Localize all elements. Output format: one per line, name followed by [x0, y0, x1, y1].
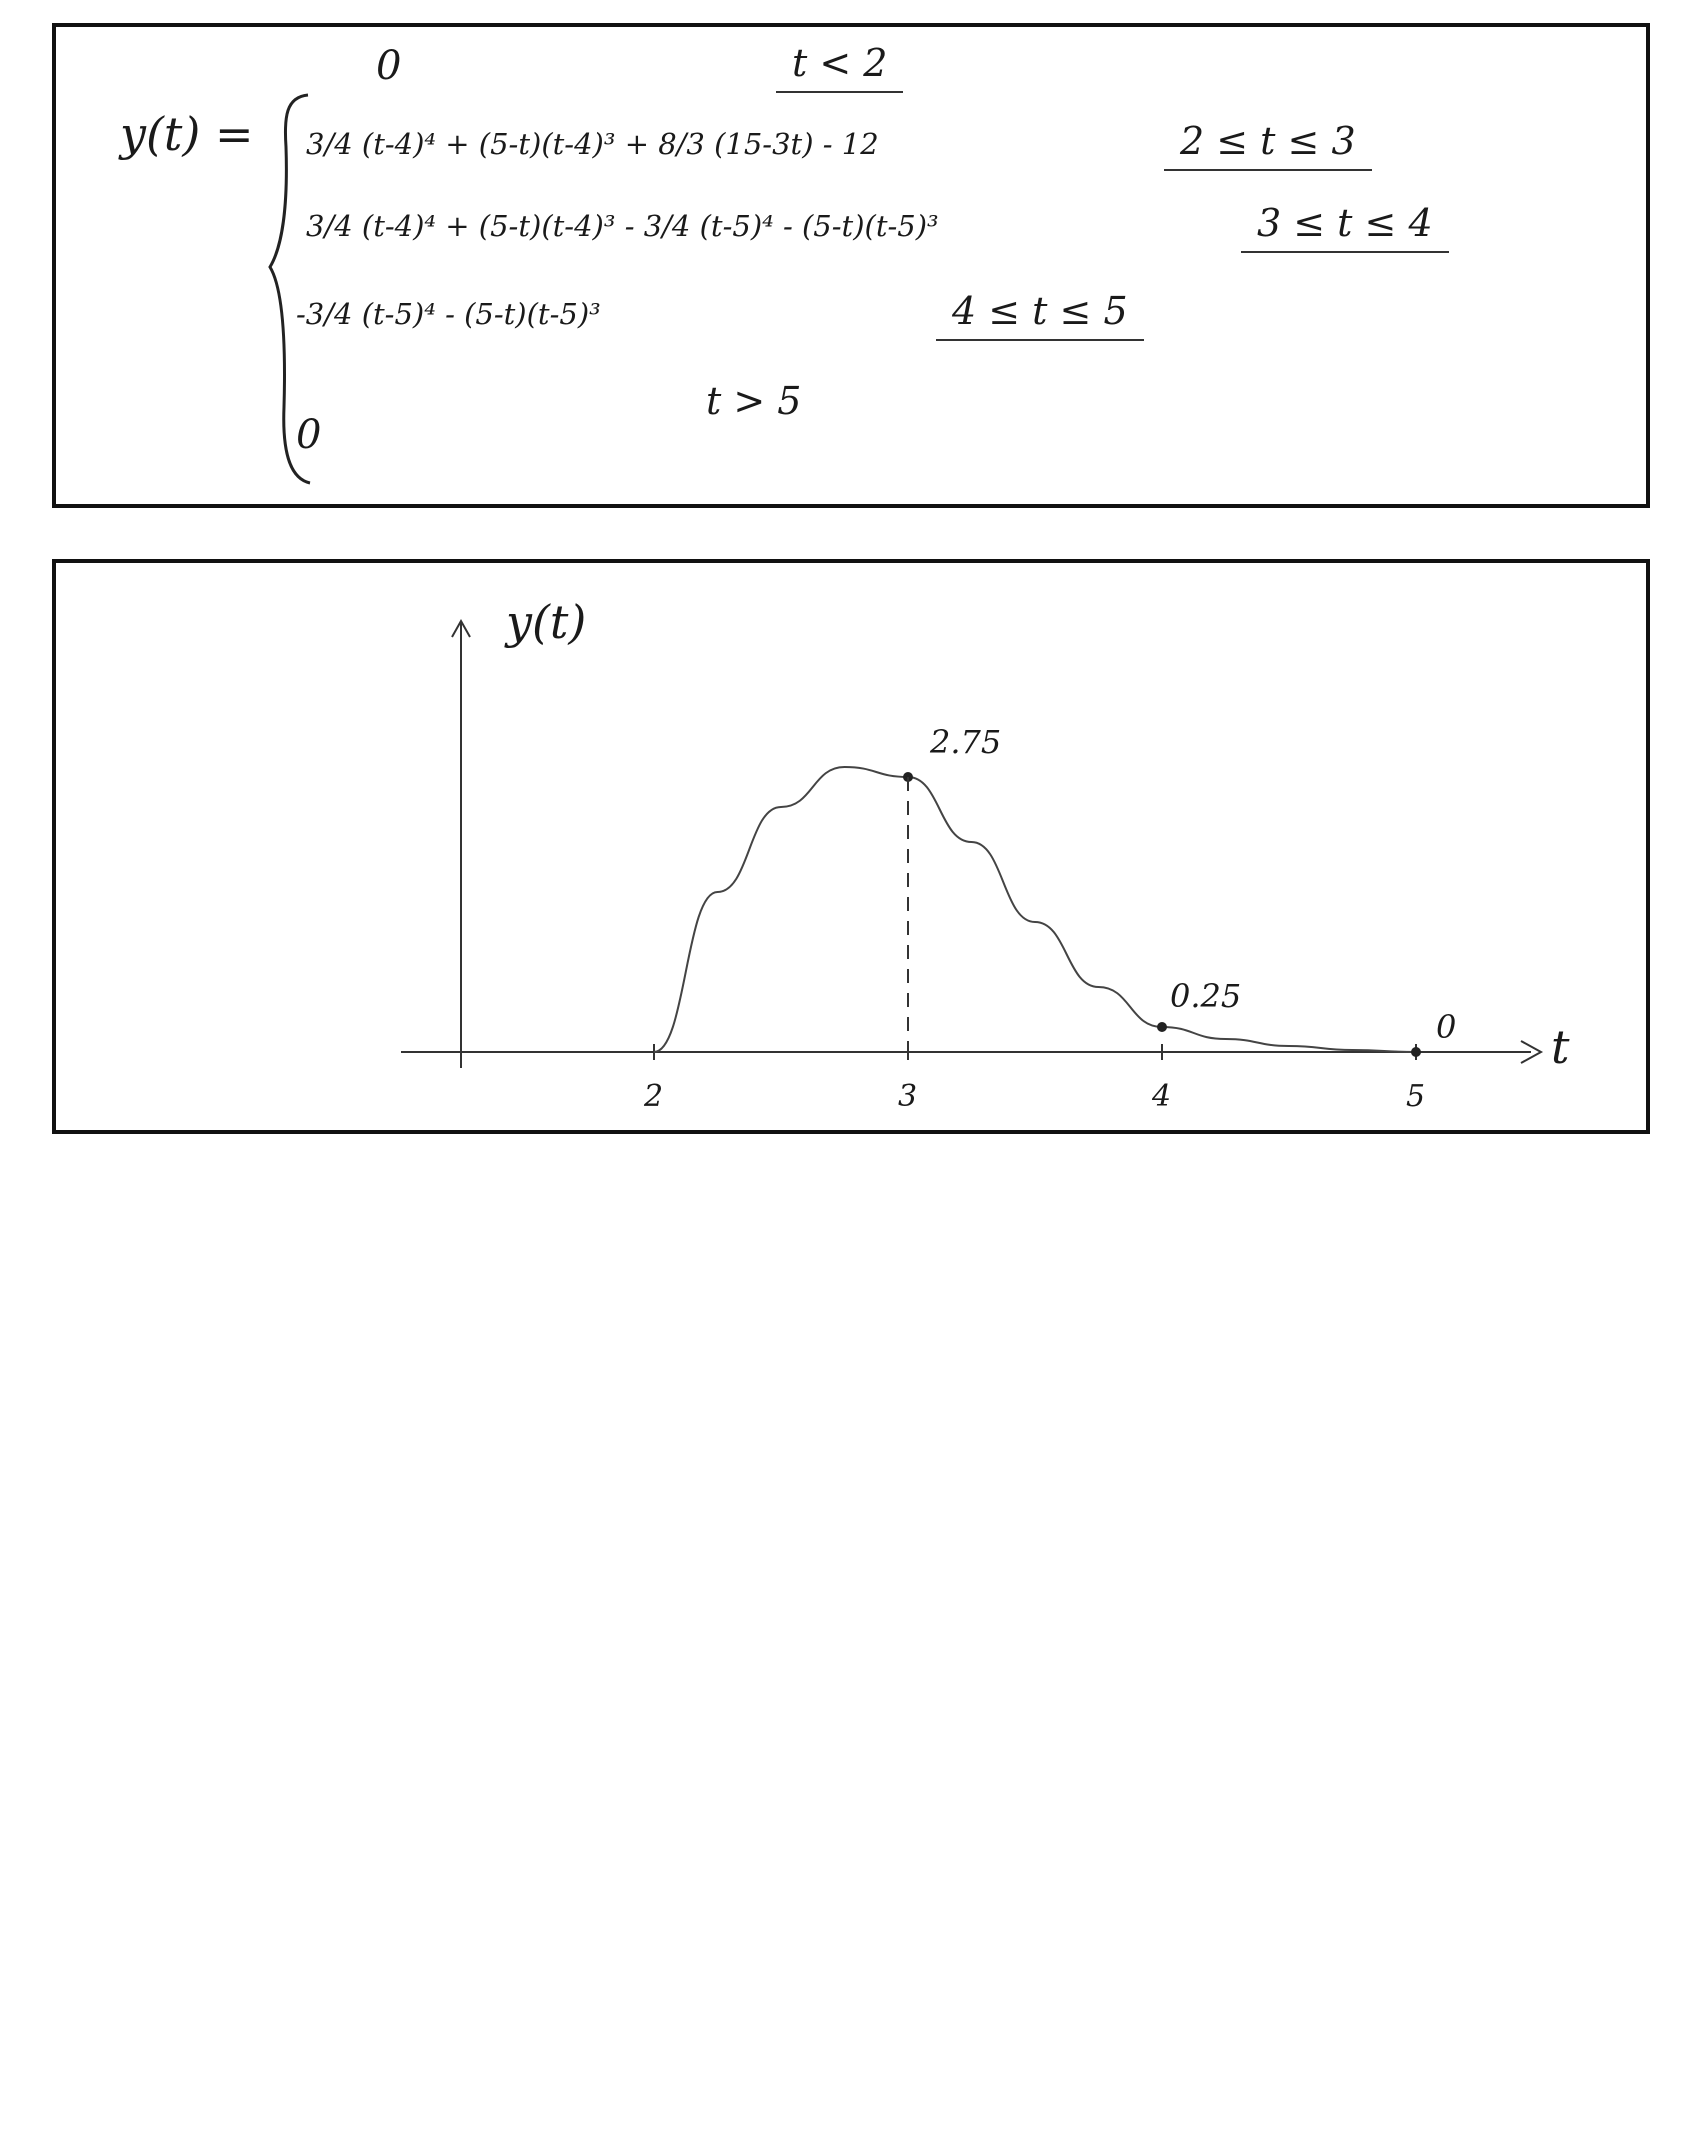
x-axis-label: t — [1551, 1020, 1570, 1074]
row-4-cond: t > 5 — [706, 379, 802, 423]
row-2-expr: 3/4 (t-4)⁴ + (5-t)(t-4)³ - 3/4 (t-5)⁴ - … — [306, 209, 939, 243]
x-tick-label-4: 4 — [1151, 1079, 1171, 1114]
annotation-label-1: 0.25 — [1170, 977, 1241, 1015]
x-tick-label-2: 2 — [643, 1079, 663, 1114]
equation-lhs: y(t) = — [120, 107, 254, 161]
y-axis-label: y(t) — [504, 595, 586, 649]
x-tick-label-3: 3 — [898, 1079, 917, 1114]
row-2-cond: 3 ≤ t ≤ 4 — [1241, 201, 1449, 253]
graph-panel: y(t) t 2 3 4 5 2.75 0.25 0 — [52, 559, 1650, 1134]
x-tick-label-5: 5 — [1406, 1079, 1425, 1114]
x-axis-arrow-icon — [1520, 1040, 1544, 1064]
row-0-expr: 0 — [376, 43, 402, 89]
row-0-cond: t < 2 — [776, 41, 904, 93]
curly-brace — [268, 93, 311, 485]
row-3-cond: 4 ≤ t ≤ 5 — [936, 289, 1144, 341]
plot: y(t) t 2 3 4 5 2.75 0.25 0 — [401, 595, 1570, 1114]
y-curve — [653, 765, 1417, 1053]
annotation-point-1 — [1157, 1022, 1167, 1032]
row-1-expr: 3/4 (t-4)⁴ + (5-t)(t-4)³ + 8/3 (15-3t) -… — [306, 127, 879, 161]
row-4-expr: 0 — [296, 412, 322, 458]
annotation-label-2: 0 — [1436, 1008, 1456, 1046]
annotation-label-0: 2.75 — [929, 723, 1001, 761]
row-1-cond: 2 ≤ t ≤ 3 — [1164, 119, 1372, 171]
annotation-point-2 — [1411, 1047, 1421, 1057]
equation-panel: y(t) = 0 t < 2 3/4 (t-4)⁴ + (5-t)(t-4)³ … — [52, 23, 1650, 508]
y-axis-arrow-icon — [451, 618, 471, 638]
row-3-expr: -3/4 (t-5)⁴ - (5-t)(t-5)³ — [296, 297, 601, 331]
